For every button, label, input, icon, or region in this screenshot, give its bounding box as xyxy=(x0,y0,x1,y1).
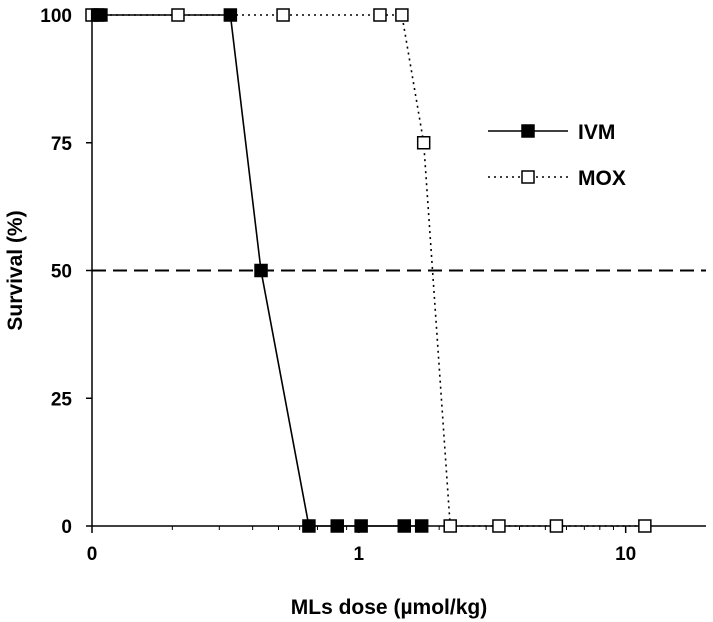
data-point-mox xyxy=(276,8,290,22)
y-tick-label: 25 xyxy=(51,389,73,410)
y-tick-label: 100 xyxy=(40,6,72,27)
data-point-mox xyxy=(549,519,564,533)
data-point-ivm xyxy=(354,519,368,533)
data-point-mox xyxy=(395,8,409,22)
data-point-ivm xyxy=(414,519,429,533)
data-point-mox xyxy=(492,519,506,533)
data-point-ivm xyxy=(302,519,316,533)
data-point-ivm xyxy=(397,519,412,533)
x-axis-title: MLs dose (µmol/kg) xyxy=(291,596,487,619)
data-point-ivm xyxy=(330,519,344,533)
y-tick-label: 75 xyxy=(51,134,73,155)
x-tick-label: 10 xyxy=(615,544,636,565)
data-point-mox xyxy=(373,8,387,22)
data-point-mox xyxy=(171,8,185,22)
legend-label-ivm: IVM xyxy=(578,121,615,144)
data-point-mox xyxy=(443,519,457,533)
data-point-ivm xyxy=(223,8,238,22)
y-tick-label: 0 xyxy=(61,517,72,538)
legend-label-mox: MOX xyxy=(578,167,626,190)
y-axis-title: Survival (%) xyxy=(4,210,27,330)
data-point-ivm xyxy=(254,263,268,278)
data-point-mox xyxy=(416,136,431,150)
x-tick-label: 0 xyxy=(87,544,98,565)
data-point-ivm xyxy=(94,8,108,22)
legend-marker-ivm xyxy=(521,124,535,138)
data-point-mox xyxy=(638,519,652,533)
y-tick-label: 50 xyxy=(51,262,72,283)
x-tick-label: 1 xyxy=(354,544,365,565)
legend-marker-mox xyxy=(521,170,535,184)
